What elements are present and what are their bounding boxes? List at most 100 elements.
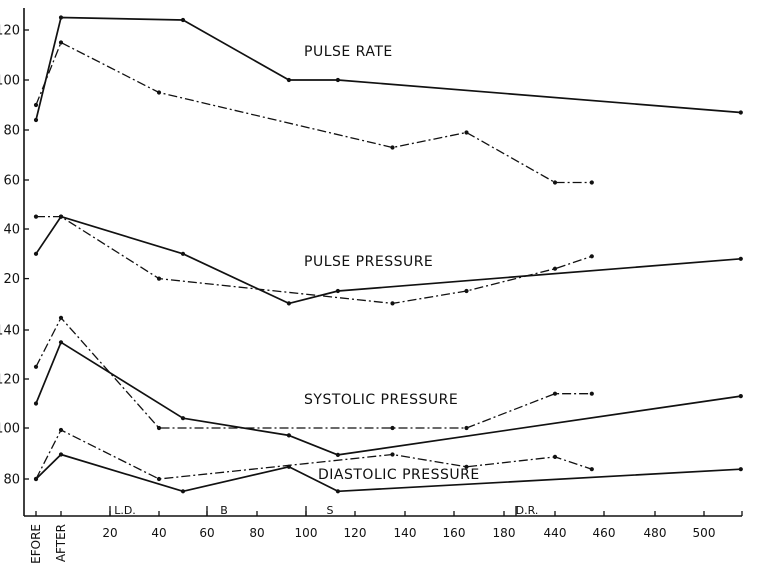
y-tick-pulse-pressure-40: 40	[3, 223, 29, 238]
x-tick-after: AFTER	[54, 511, 68, 562]
systolic-pressure-solid-series	[33, 340, 743, 457]
series-line	[35, 215, 741, 305]
series-line	[35, 317, 592, 429]
data-point	[738, 256, 743, 261]
series-line	[35, 453, 741, 493]
section-label-text: S	[327, 504, 334, 517]
data-point	[286, 301, 291, 306]
data-point	[156, 476, 162, 482]
x-tick-label: 180	[493, 526, 516, 540]
y-tick-label: 20	[3, 272, 20, 287]
data-point	[33, 251, 39, 256]
data-point	[390, 145, 395, 150]
x-tick-label: 500	[693, 526, 716, 540]
y-tick-label: 80	[3, 124, 20, 139]
section-label-text: L.D.	[114, 504, 136, 517]
systolic-pressure-dash-dot-series	[33, 315, 594, 431]
x-tick-440: 440	[544, 511, 567, 540]
x-tick-label: 80	[249, 526, 264, 540]
pulse-pressure-dash-dot-series	[33, 214, 594, 306]
data-point	[58, 340, 64, 345]
x-tick-label: 20	[102, 526, 117, 540]
x-tick-40: 40	[151, 511, 167, 540]
data-point	[58, 214, 64, 219]
panel-label-diastolic-pressure: DIASTOLIC PRESSURE	[318, 467, 480, 483]
y-ticks: 60 80 100 120 20 40 100 120 140 80	[0, 24, 29, 488]
pulse-pressure-solid-series	[33, 214, 743, 306]
y-tick-label: 100	[0, 422, 20, 437]
x-tick-label: 460	[593, 526, 616, 540]
data-point	[33, 364, 39, 369]
section-label-b: B	[206, 504, 228, 517]
data-point	[180, 416, 186, 421]
data-point	[464, 464, 469, 469]
data-point	[286, 77, 291, 83]
x-tick-500: 500	[693, 511, 716, 540]
data-point	[156, 276, 162, 281]
data-point	[180, 251, 186, 256]
diastolic-pressure-dash-dot-series	[33, 427, 594, 482]
data-point	[552, 391, 558, 396]
data-point	[58, 315, 64, 320]
data-point	[33, 102, 39, 108]
data-point	[589, 467, 594, 472]
data-point	[390, 425, 395, 431]
series-lines	[33, 15, 743, 494]
data-point	[156, 425, 162, 431]
x-tick-label: AFTER	[54, 524, 68, 562]
data-point	[33, 476, 39, 482]
section-label-text: D.R.	[516, 504, 539, 517]
section-label-d-r: D.R.	[515, 504, 539, 517]
axes	[23, 8, 742, 517]
data-point	[58, 40, 64, 45]
data-point	[180, 489, 186, 494]
section-labels: L.D. B S D.R.	[109, 504, 539, 517]
section-label-l-d: L.D.	[109, 504, 136, 517]
data-point	[589, 254, 594, 259]
x-tick-80: 80	[249, 511, 265, 540]
y-tick-pulse-rate-80: 80	[3, 124, 29, 139]
x-tick-label: BEFORE	[29, 524, 43, 564]
y-tick-systolic-pressure-120: 120	[0, 373, 29, 388]
data-point	[464, 288, 469, 294]
x-tick-label: 100	[295, 526, 318, 540]
y-tick-pulse-rate-60: 60	[3, 174, 29, 189]
data-point	[58, 15, 64, 20]
data-point	[552, 454, 558, 459]
panel-label-pulse-rate: PULSE RATE	[304, 44, 393, 60]
series-line	[35, 341, 741, 456]
y-tick-label: 120	[0, 373, 20, 388]
x-tick-460: 460	[593, 511, 616, 540]
data-point	[335, 489, 340, 494]
panel-labels: PULSE RATE PULSE PRESSURE SYSTOLIC PRESSUR…	[304, 44, 480, 483]
data-point	[738, 394, 743, 399]
data-point	[589, 391, 594, 396]
section-label-s: S	[305, 504, 334, 517]
x-tick-before: BEFORE	[29, 511, 43, 564]
x-tick-label: 160	[443, 526, 466, 540]
data-point	[33, 117, 39, 123]
y-tick-label: 100	[0, 74, 20, 89]
series-line	[35, 41, 592, 184]
x-tick-label: 440	[544, 526, 567, 540]
y-tick-label: 40	[3, 223, 20, 238]
x-tick-120: 120	[344, 511, 366, 540]
data-point	[464, 425, 469, 431]
y-tick-label: 80	[3, 473, 20, 488]
x-tick-180: 180	[493, 511, 516, 540]
data-point	[33, 401, 39, 406]
data-point	[552, 266, 558, 271]
data-point	[156, 90, 162, 95]
y-tick-label: 120	[0, 24, 20, 39]
data-point	[738, 467, 743, 472]
y-tick-diastolic-pressure-80: 80	[3, 473, 29, 488]
data-point	[552, 180, 558, 185]
y-tick-pulse-pressure-20: 20	[3, 272, 29, 287]
y-tick-pulse-rate-100: 100	[0, 74, 29, 89]
x-tick-label: 140	[394, 526, 417, 540]
data-point	[335, 77, 340, 83]
data-point	[180, 17, 186, 23]
data-point	[58, 452, 64, 457]
y-tick-pulse-rate-120: 120	[0, 24, 29, 39]
